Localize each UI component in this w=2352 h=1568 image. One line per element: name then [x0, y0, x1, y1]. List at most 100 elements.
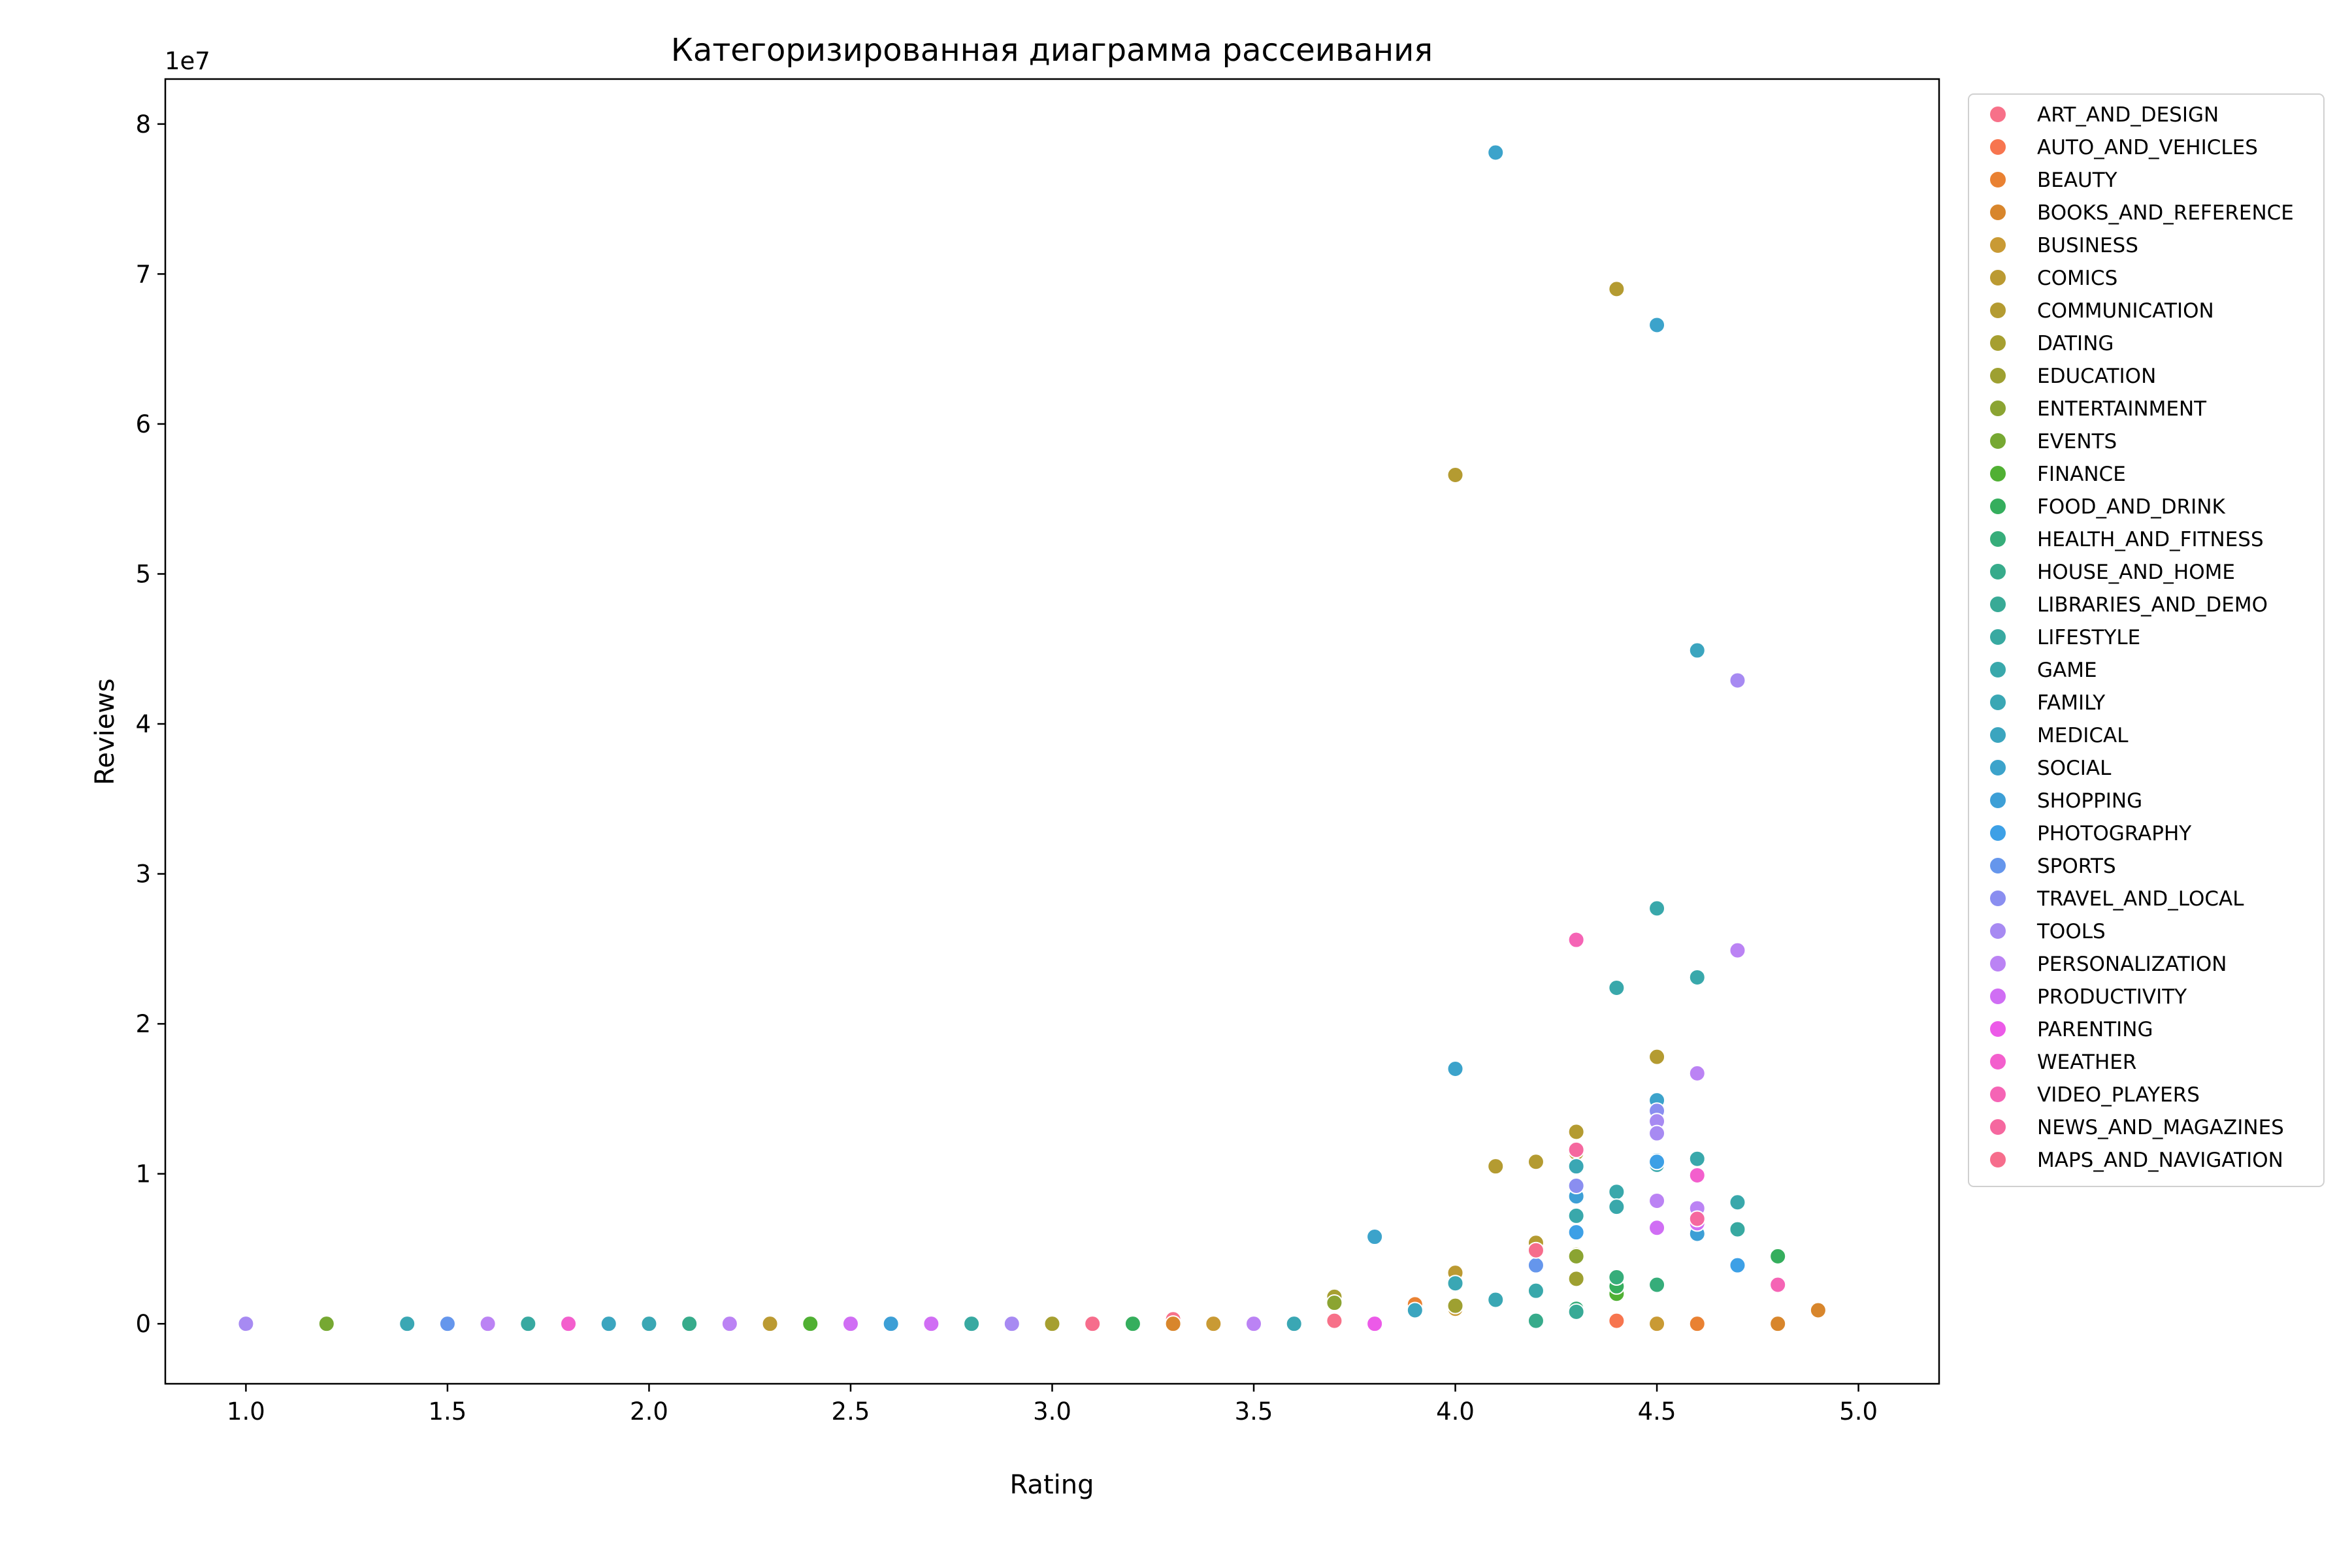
- data-point: [1164, 1315, 1182, 1333]
- data-point: [1729, 941, 1746, 959]
- data-point: [1003, 1315, 1021, 1333]
- data-point: [761, 1315, 779, 1333]
- data-point: [1688, 968, 1706, 986]
- data-point: [1366, 1228, 1384, 1246]
- y-tick-label: 8: [135, 110, 151, 139]
- legend: ART_AND_DESIGN AUTO_AND_VEHICLES BEAUTY BOO…: [1968, 93, 2325, 1187]
- data-point: [479, 1315, 497, 1333]
- data-point: [1567, 931, 1585, 949]
- data-point: [1205, 1315, 1222, 1333]
- y-axis-ticks: 0 1 2 3 4 5 6 7 8: [135, 110, 165, 1338]
- legend-marker: [1989, 301, 2007, 319]
- legend-label: FOOD_AND_DRINK: [2037, 495, 2226, 519]
- data-point: [1688, 1210, 1706, 1228]
- legend-marker: [1989, 1118, 2007, 1136]
- chart-title: Категоризированная диаграмма рассеивания: [671, 32, 1433, 69]
- x-axis-ticks: 1.0 1.5 2.0 2.5 3.0 3.5 4.0 4.5 5.0: [227, 1384, 1878, 1426]
- data-point: [1567, 1207, 1585, 1224]
- legend-label: TOOLS: [2036, 920, 2106, 943]
- data-point: [1043, 1315, 1061, 1333]
- y-tick-label: 1: [135, 1160, 151, 1188]
- data-point: [1729, 1256, 1746, 1274]
- data-point: [1567, 1270, 1585, 1288]
- legend-marker: [1989, 432, 2007, 450]
- legend-marker: [1989, 138, 2007, 156]
- data-point: [1648, 1315, 1666, 1333]
- legend-label: SHOPPING: [2037, 789, 2142, 813]
- data-point: [1648, 1192, 1666, 1209]
- legend-label: COMMUNICATION: [2037, 299, 2214, 323]
- y-tick-label: 0: [135, 1310, 151, 1338]
- data-point: [1326, 1312, 1343, 1330]
- data-point: [1487, 1158, 1505, 1175]
- data-point: [1446, 1275, 1464, 1292]
- legend-label: PHOTOGRAPHY: [2037, 822, 2191, 845]
- data-point: [1729, 672, 1746, 689]
- legend-marker: [1989, 922, 2007, 940]
- data-point: [963, 1315, 981, 1333]
- data-point: [1608, 1198, 1625, 1216]
- legend-label: WEATHER: [2037, 1051, 2136, 1074]
- legend-label: AUTO_AND_VEHICLES: [2037, 136, 2258, 159]
- data-point: [1688, 1064, 1706, 1082]
- x-tick-label: 2.0: [630, 1397, 668, 1426]
- data-point: [1729, 1194, 1746, 1211]
- data-point: [1446, 1060, 1464, 1077]
- y-axis-title: Reviews: [90, 678, 120, 785]
- data-point: [1688, 1315, 1706, 1333]
- legend-label: BUSINESS: [2037, 234, 2138, 257]
- y-tick-label: 7: [135, 260, 151, 288]
- legend-marker: [1989, 1020, 2007, 1038]
- legend-label: NEWS_AND_MAGAZINES: [2037, 1116, 2284, 1139]
- legend-label: SOCIAL: [2037, 757, 2112, 780]
- data-point: [399, 1315, 416, 1333]
- data-point: [1326, 1294, 1343, 1312]
- legend-frame: [1968, 93, 2325, 1187]
- legend-label: ART_AND_DESIGN: [2037, 103, 2219, 127]
- data-point: [1809, 1301, 1827, 1319]
- x-tick-label: 4.0: [1436, 1397, 1475, 1426]
- legend-marker: [1989, 595, 2007, 613]
- legend-label: TRAVEL_AND_LOCAL: [2036, 887, 2244, 911]
- legend-marker: [1989, 857, 2007, 875]
- legend-label: PERSONALIZATION: [2037, 953, 2227, 976]
- data-point: [1527, 1282, 1544, 1299]
- legend-label: HOUSE_AND_HOME: [2037, 561, 2235, 584]
- legend-marker: [1989, 824, 2007, 842]
- legend-label: SPORTS: [2037, 855, 2116, 878]
- data-point: [802, 1315, 819, 1333]
- y-tick-label: 4: [135, 710, 151, 738]
- legend-marker: [1989, 236, 2007, 254]
- legend-label: DATING: [2037, 332, 2114, 355]
- data-point: [1769, 1247, 1787, 1265]
- data-point: [1648, 1124, 1666, 1142]
- legend-marker: [1989, 955, 2007, 973]
- y-tick-label: 5: [135, 560, 151, 588]
- data-point: [1567, 1141, 1585, 1158]
- legend-label: FAMILY: [2037, 691, 2105, 715]
- legend-marker: [1989, 399, 2007, 417]
- legend-label: EDUCATION: [2037, 365, 2156, 388]
- data-point: [1487, 144, 1505, 161]
- legend-marker: [1989, 269, 2007, 287]
- data-point: [1285, 1315, 1303, 1333]
- legend-marker: [1989, 889, 2007, 907]
- data-point: [1688, 642, 1706, 659]
- legend-marker: [1989, 628, 2007, 646]
- legend-marker: [1989, 203, 2007, 221]
- data-point: [640, 1315, 658, 1333]
- legend-marker: [1989, 661, 2007, 679]
- data-point: [1608, 1312, 1625, 1330]
- data-point: [1406, 1301, 1424, 1319]
- data-point: [681, 1315, 698, 1333]
- data-point: [1124, 1315, 1141, 1333]
- data-point: [841, 1315, 859, 1333]
- data-point: [1527, 1241, 1544, 1259]
- legend-marker: [1989, 171, 2007, 189]
- data-point: [1688, 1150, 1706, 1168]
- x-tick-label: 4.5: [1638, 1397, 1676, 1426]
- legend-label: BOOKS_AND_REFERENCE: [2037, 201, 2294, 225]
- x-tick-label: 3.5: [1235, 1397, 1273, 1426]
- legend-marker: [1989, 987, 2007, 1005]
